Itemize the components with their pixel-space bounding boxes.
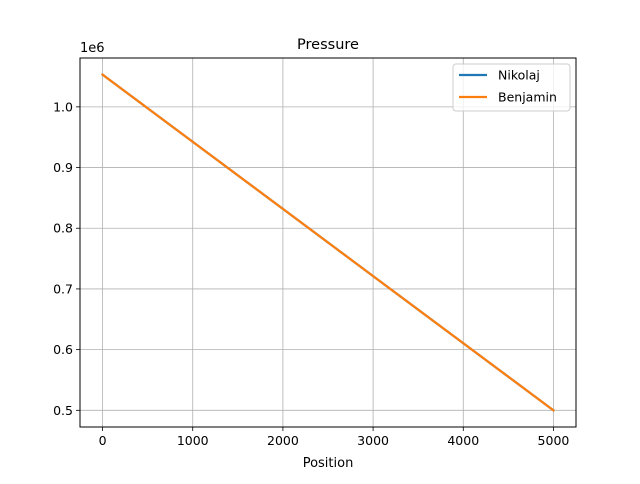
x-tick-label: 5000 (538, 433, 570, 448)
y-tick-label: 0.6 (53, 342, 73, 357)
x-tick-label: 1000 (177, 433, 209, 448)
y-axis: 0.5 0.6 0.7 0.8 0.9 1.0 (53, 99, 80, 418)
series-layer (101, 73, 555, 412)
x-axis: 0 1000 2000 3000 4000 5000 (99, 427, 570, 448)
legend-label-nikolaj: Nikolaj (498, 68, 540, 83)
y-tick-label: 1.0 (53, 99, 73, 114)
series-line-benjamin (101, 73, 555, 412)
legend-label-benjamin: Benjamin (498, 90, 557, 105)
chart-title: Pressure (297, 37, 359, 53)
x-tick-label: 4000 (447, 433, 479, 448)
y-tick-label: 0.7 (53, 281, 73, 296)
x-axis-label: Position (303, 456, 354, 471)
grid-layer (80, 58, 576, 427)
plot-frame (79, 57, 577, 428)
y-tick-label: 0.9 (53, 160, 73, 175)
y-tick-label: 0.5 (53, 403, 73, 418)
y-offset-label: 1e6 (80, 41, 105, 56)
y-tick-label: 0.8 (53, 221, 73, 236)
x-tick-label: 0 (99, 433, 107, 448)
x-tick-label: 2000 (267, 433, 299, 448)
x-tick-label: 3000 (357, 433, 389, 448)
legend-items: Nikolaj Benjamin (459, 68, 557, 105)
legend: Nikolaj Benjamin (452, 63, 571, 112)
